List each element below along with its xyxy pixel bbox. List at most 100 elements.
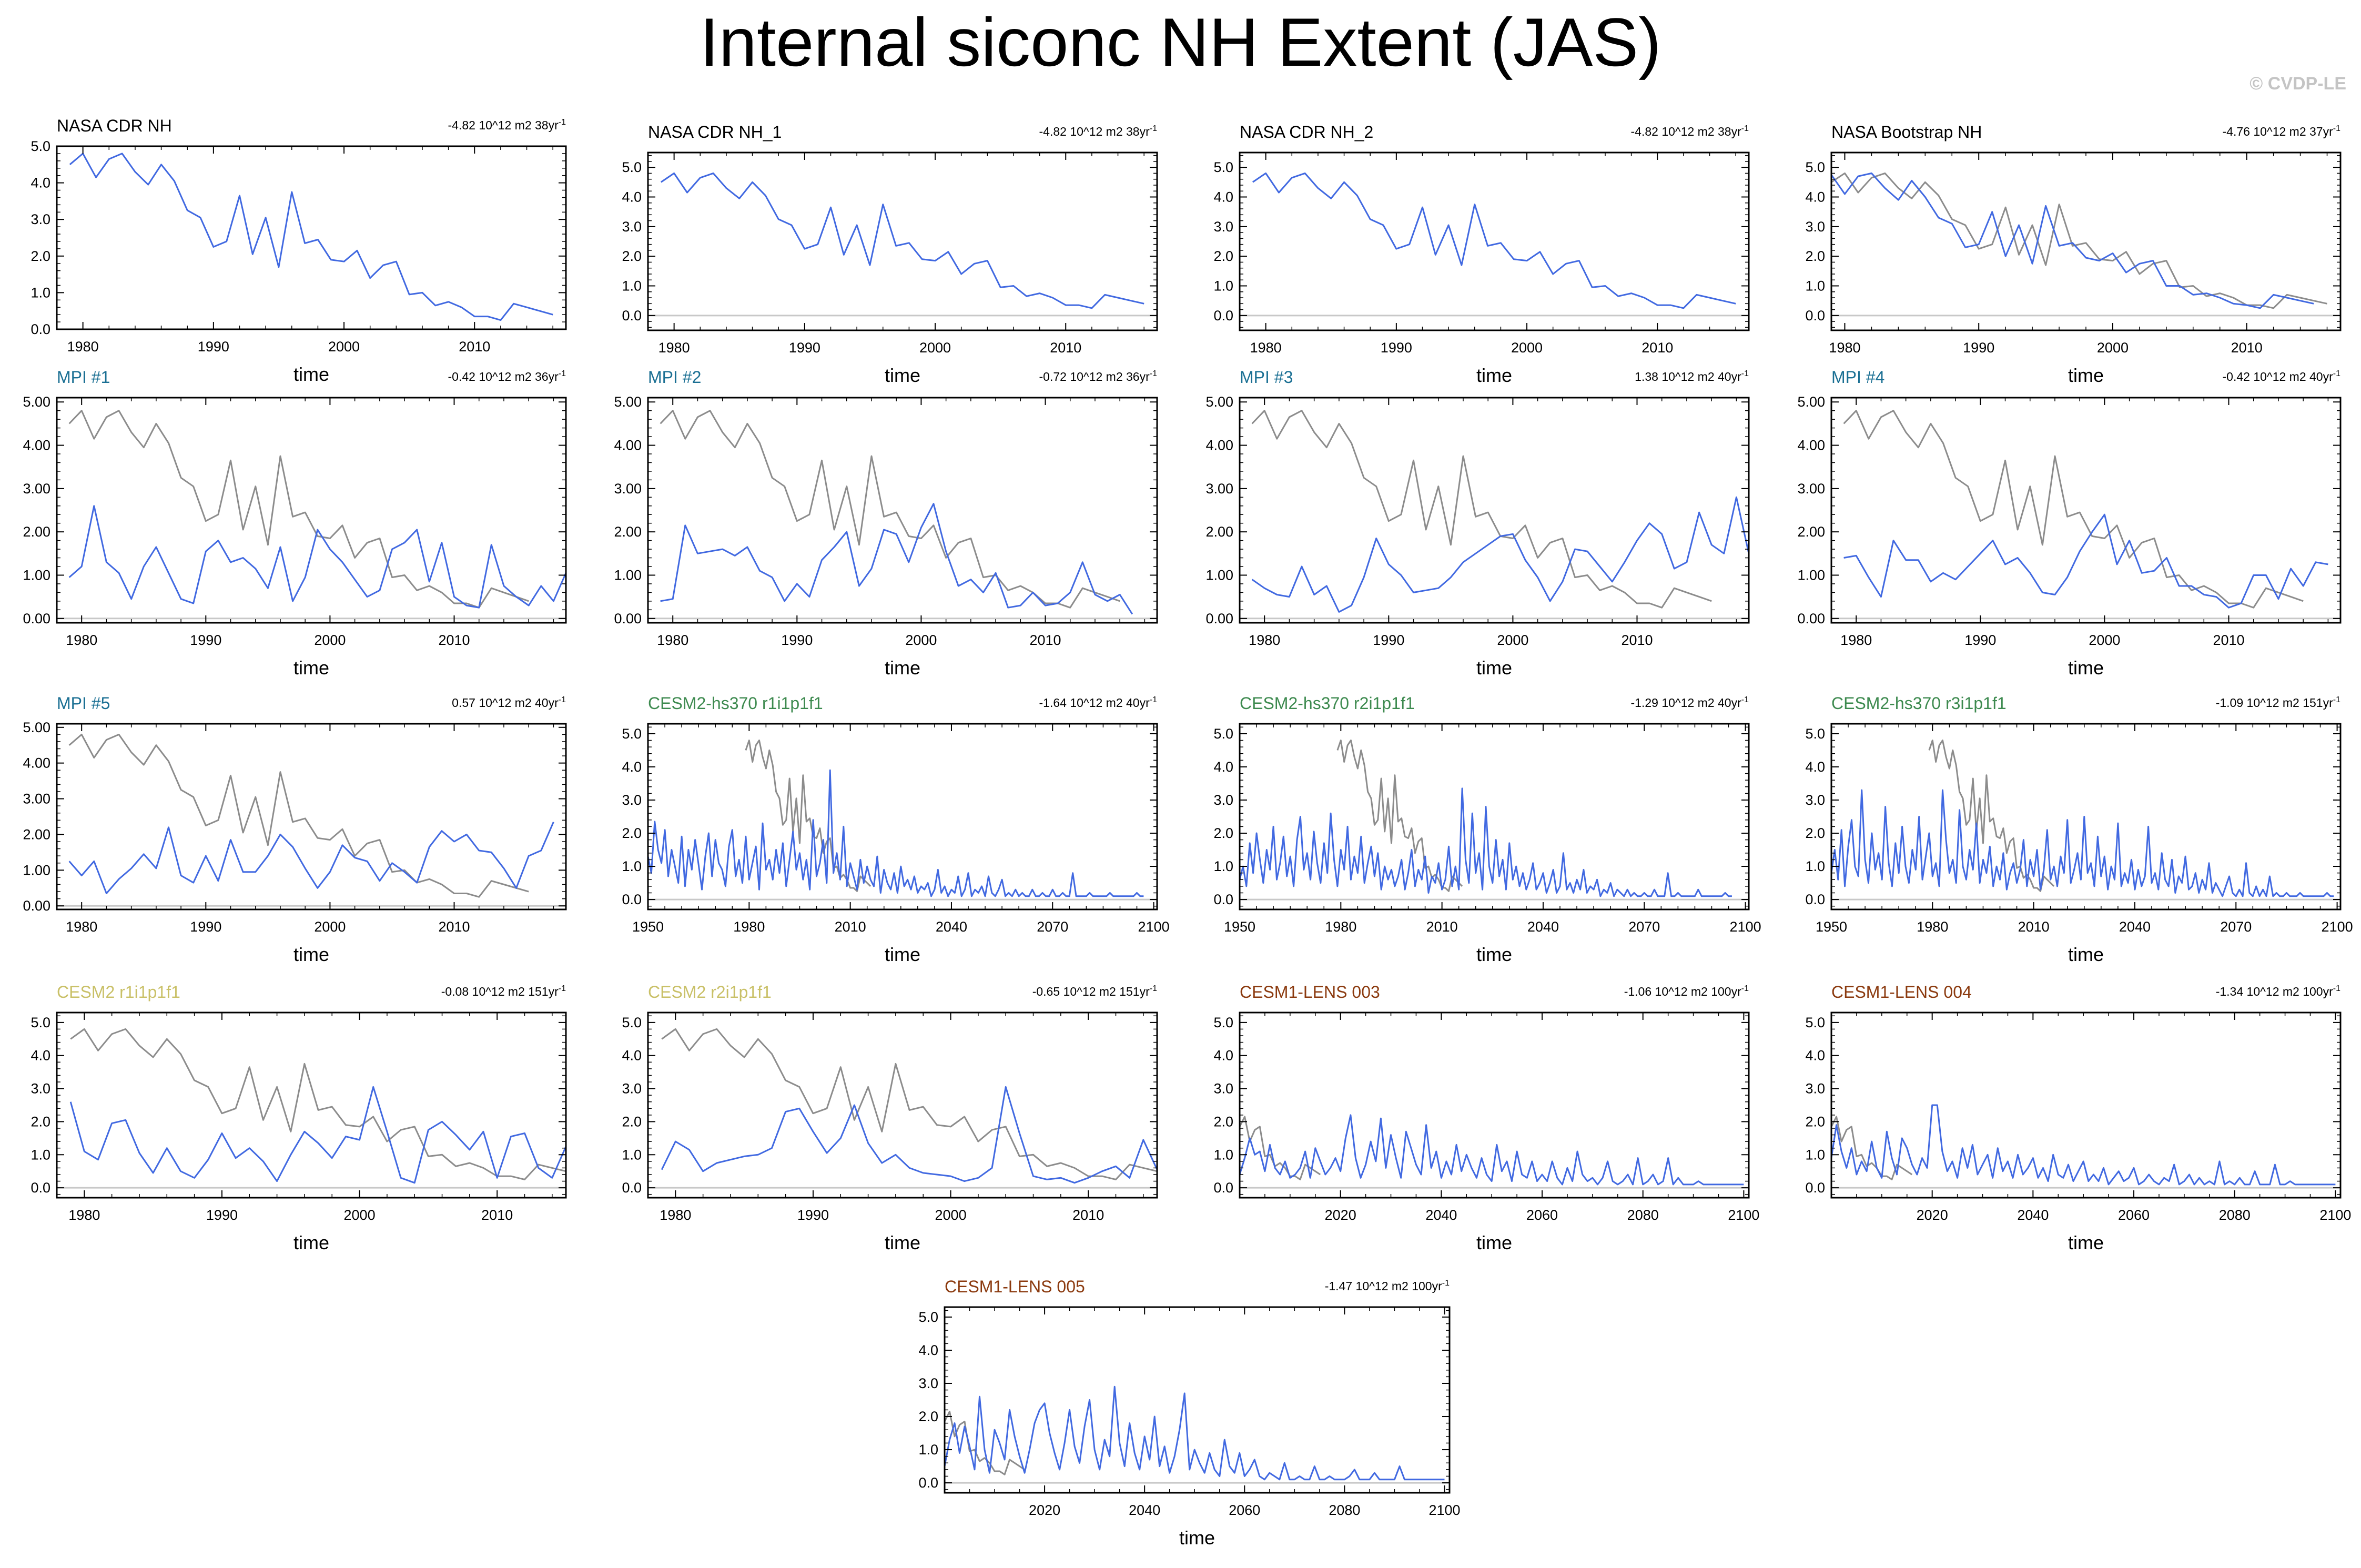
y-tick-label: 2.0 xyxy=(1213,825,1233,841)
chart-panel: CESM2 r2i1p1f1 -0.65 10^12 m2 151yr-1 0.0 1… xyxy=(622,983,1158,1253)
panel-title: MPI #1 xyxy=(57,368,110,387)
x-tick-label: 2040 xyxy=(1425,1207,1457,1223)
x-tick-label: 1990 xyxy=(1373,632,1404,648)
plot-frame xyxy=(647,397,1158,624)
x-tick-label: 1990 xyxy=(198,339,229,355)
trend-exponent: -1 xyxy=(559,695,566,704)
y-tick-label: 5.0 xyxy=(1805,726,1825,742)
x-tick-label: 1950 xyxy=(632,919,664,935)
trend-exponent: -1 xyxy=(2333,124,2340,133)
x-tick-label: 2100 xyxy=(1730,919,1761,935)
y-tick-label: 0.0 xyxy=(1213,1180,1233,1196)
observed-series-line xyxy=(1251,410,1712,609)
y-tick-label: 5.0 xyxy=(622,726,642,742)
x-tick-label: 1990 xyxy=(1381,340,1412,356)
panel-title: NASA CDR NH_2 xyxy=(1240,123,1373,141)
x-tick-label: 2010 xyxy=(481,1207,513,1223)
x-tick-label: 2010 xyxy=(1641,340,1673,356)
x-axis-label: time xyxy=(885,365,920,386)
trend-label: -4.76 10^12 m2 37yr-1 xyxy=(2223,124,2341,138)
x-tick-label: 2060 xyxy=(1229,1502,1260,1518)
y-tick-label: 1.0 xyxy=(1213,858,1233,874)
y-tick-label: 1.0 xyxy=(1213,1147,1233,1162)
x-tick-label: 2020 xyxy=(1917,1207,1948,1223)
chart-panel: CESM2 r1i1p1f1 -0.08 10^12 m2 151yr-1 0.0 1… xyxy=(31,983,567,1253)
plot-frame xyxy=(56,1011,567,1199)
observed-series-line xyxy=(1843,410,2304,609)
trend-exponent: -1 xyxy=(1150,369,1157,378)
x-axis-label: time xyxy=(2068,1232,2104,1253)
x-tick-label: 2040 xyxy=(2017,1207,2049,1223)
trend-exponent: -1 xyxy=(2333,984,2340,993)
observed-series-line xyxy=(68,410,529,609)
x-tick-label: 1990 xyxy=(1964,632,1996,648)
x-tick-label: 1980 xyxy=(1249,632,1280,648)
chart-panel: CESM2-hs370 r1i1p1f1 -1.64 10^12 m2 40yr-… xyxy=(622,694,1169,965)
plot-frame xyxy=(1830,1011,2342,1199)
model-series-line xyxy=(660,172,1144,309)
y-tick-label: 0.0 xyxy=(1805,308,1825,323)
plot-frame xyxy=(56,397,567,624)
y-tick-label: 3.00 xyxy=(23,481,50,497)
trend-label: -0.08 10^12 m2 151yr-1 xyxy=(441,984,566,998)
chart-panel: MPI #2 -0.72 10^12 m2 36yr-1 0.00 1.00 2.00 3… xyxy=(614,368,1158,679)
x-axis-label: time xyxy=(2068,657,2104,679)
y-tick-label: 5.00 xyxy=(23,394,50,410)
x-tick-label: 2040 xyxy=(936,919,967,935)
trend-exponent: -1 xyxy=(559,984,566,993)
y-tick-label: 5.00 xyxy=(1797,394,1825,410)
y-tick-label: 4.0 xyxy=(31,175,50,191)
chart-panel: MPI #1 -0.42 10^12 m2 36yr-1 0.00 1.00 2.00 3… xyxy=(23,368,567,679)
y-tick-label: 3.00 xyxy=(23,791,50,807)
panel-title: NASA Bootstrap NH xyxy=(1831,123,1982,141)
trend-label: -0.42 10^12 m2 36yr-1 xyxy=(448,369,566,383)
trend-exponent: -1 xyxy=(559,369,566,378)
x-tick-label: 1980 xyxy=(68,1207,100,1223)
x-tick-label: 2100 xyxy=(2322,919,2353,935)
model-series-line xyxy=(648,769,1144,897)
chart-panel: NASA Bootstrap NH -4.76 10^12 m2 37yr-1 0.… xyxy=(1805,123,2342,386)
panel-title: MPI #4 xyxy=(1831,368,1884,387)
model-series-line xyxy=(68,505,566,609)
y-tick-label: 4.00 xyxy=(614,438,642,453)
y-tick-label: 4.0 xyxy=(918,1342,938,1358)
x-axis-label: time xyxy=(2068,365,2104,386)
y-tick-label: 0.0 xyxy=(622,308,642,323)
y-tick-label: 1.00 xyxy=(1205,567,1233,583)
y-tick-label: 2.0 xyxy=(622,1114,642,1129)
y-tick-label: 1.0 xyxy=(622,858,642,874)
x-axis-label: time xyxy=(1476,657,1512,679)
x-tick-label: 2010 xyxy=(1050,340,1081,356)
y-tick-label: 1.00 xyxy=(23,862,50,878)
y-tick-label: 2.0 xyxy=(1213,248,1233,264)
y-tick-label: 1.00 xyxy=(614,567,642,583)
y-tick-label: 2.0 xyxy=(1805,248,1825,264)
y-tick-label: 2.0 xyxy=(1805,1114,1825,1129)
x-tick-label: 1980 xyxy=(1829,340,1860,356)
x-tick-label: 1980 xyxy=(1917,919,1948,935)
plot-frame xyxy=(647,1011,1158,1199)
y-tick-label: 5.00 xyxy=(23,720,50,735)
y-tick-label: 5.0 xyxy=(1213,159,1233,175)
x-tick-label: 2010 xyxy=(438,919,470,935)
y-tick-label: 0.00 xyxy=(614,611,642,626)
x-tick-label: 1990 xyxy=(190,632,221,648)
y-tick-label: 5.0 xyxy=(622,159,642,175)
trend-label: -1.06 10^12 m2 100yr-1 xyxy=(1624,984,1749,998)
y-tick-label: 0.0 xyxy=(1213,308,1233,323)
x-tick-label: 2020 xyxy=(1325,1207,1356,1223)
x-tick-label: 1990 xyxy=(190,919,221,935)
y-tick-label: 0.0 xyxy=(31,321,50,337)
chart-panel: NASA CDR NH_2 -4.82 10^12 m2 38yr-1 0.0 1.0… xyxy=(1213,123,1750,386)
panel-title: NASA CDR NH_1 xyxy=(648,123,782,141)
y-tick-label: 1.0 xyxy=(1805,1147,1825,1162)
panel-title: CESM2-hs370 r2i1p1f1 xyxy=(1240,694,1415,713)
x-tick-label: 2010 xyxy=(438,632,470,648)
y-tick-label: 4.0 xyxy=(1805,759,1825,775)
y-tick-label: 4.00 xyxy=(23,438,50,453)
observed-series-line xyxy=(1831,172,2327,309)
model-series-line xyxy=(69,153,553,321)
y-tick-label: 4.0 xyxy=(1213,189,1233,205)
x-tick-label: 1980 xyxy=(733,919,765,935)
